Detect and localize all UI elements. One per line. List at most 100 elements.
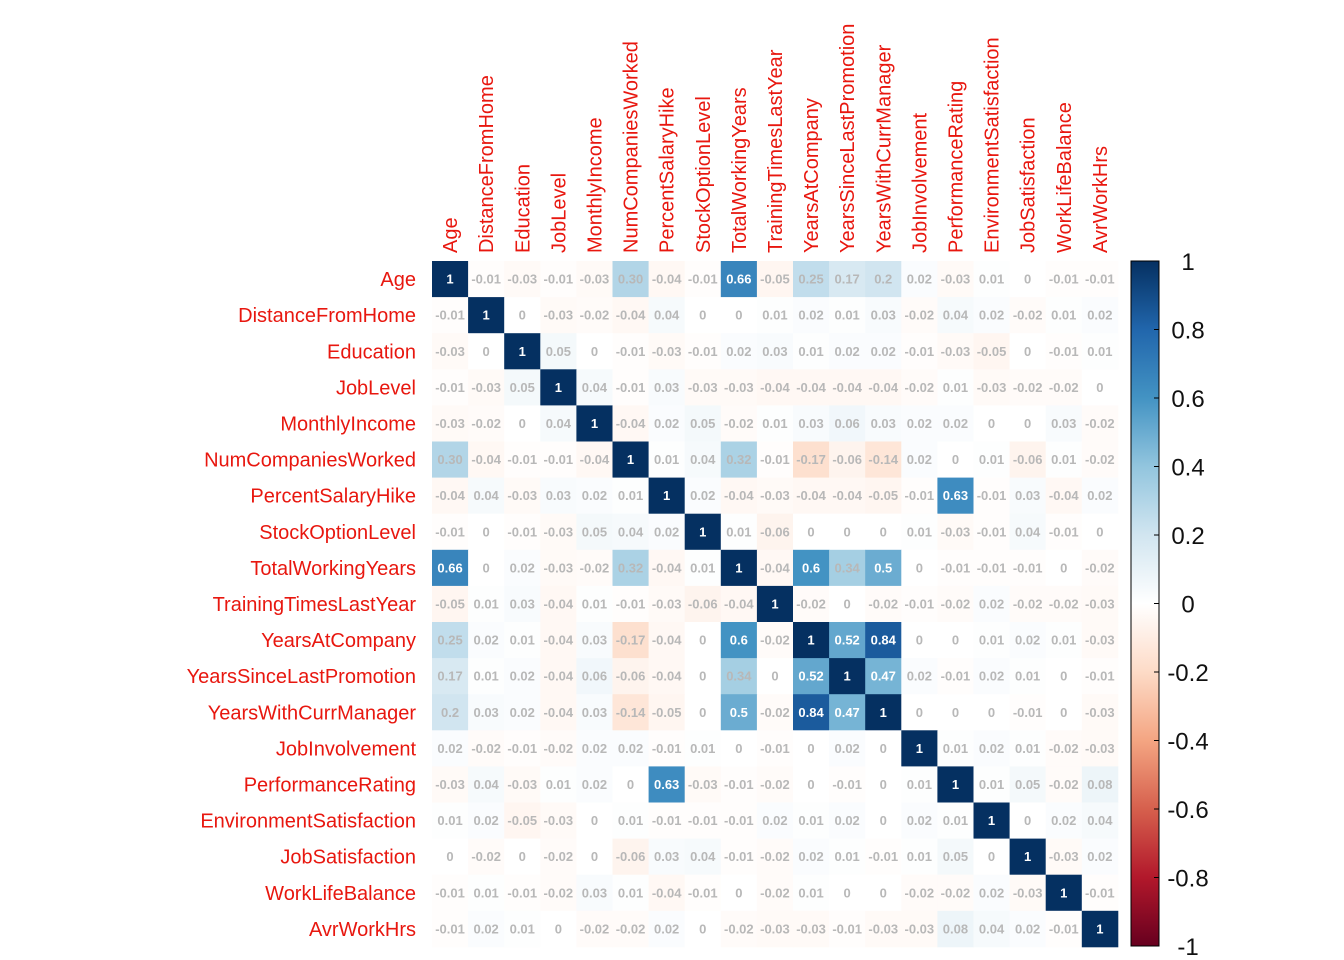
heatmap-cell <box>720 261 758 298</box>
colorbar-tick-label: 0.8 <box>1171 318 1204 345</box>
cell-value-label: 0.34 <box>726 669 752 684</box>
column-label: JobLevel <box>548 173 570 253</box>
heatmap-cell <box>937 549 974 587</box>
heatmap-cell <box>829 405 866 442</box>
cell-value-label: -0.02 <box>905 885 935 900</box>
cell-value-label: -0.04 <box>652 272 682 287</box>
cell-value-label: 0 <box>519 416 526 431</box>
heatmap-cell <box>1081 477 1119 515</box>
heatmap-cell <box>468 874 505 912</box>
cell-value-label: -0.02 <box>580 560 610 575</box>
cell-value-label: 0 <box>519 308 526 323</box>
cell-value-label: 0.04 <box>943 308 969 323</box>
heatmap-cell <box>648 766 686 803</box>
cell-value-label: -0.02 <box>616 921 646 936</box>
heatmap-cell <box>901 549 938 587</box>
cell-value-label: 0.05 <box>1015 777 1040 792</box>
heatmap-cell <box>937 658 974 695</box>
heatmap-cell <box>1009 585 1047 623</box>
colorbar-tick-label: -0.4 <box>1167 729 1208 756</box>
row-label: JobInvolvement <box>276 738 417 760</box>
cell-value-label: 0.02 <box>1051 813 1076 828</box>
cell-value-label: -0.01 <box>1049 272 1079 287</box>
heatmap-cell <box>1081 369 1119 406</box>
heatmap-cell <box>540 585 577 623</box>
cell-value-label: 0.84 <box>871 633 897 648</box>
heatmap-cell <box>756 622 794 659</box>
cell-value-label: 0.52 <box>798 669 823 684</box>
cell-value-label: 0 <box>699 705 706 720</box>
cell-value-label: 0.08 <box>1087 777 1112 792</box>
heatmap-cell <box>576 766 613 803</box>
cell-value-label: 0.02 <box>726 344 751 359</box>
heatmap-cell <box>612 622 649 659</box>
cell-value-label: 0 <box>916 705 923 720</box>
heatmap-cell <box>865 549 902 587</box>
heatmap-cell <box>684 838 722 876</box>
cell-value-label: 0.03 <box>510 596 535 611</box>
column-label: YearsAtCompany <box>801 98 823 253</box>
cell-value-label: -0.06 <box>616 669 646 684</box>
heatmap-cell <box>793 333 830 370</box>
cell-value-label: -0.02 <box>544 849 574 864</box>
cell-value-label: 1 <box>555 380 562 395</box>
heatmap-cell <box>901 622 938 659</box>
heatmap-cell <box>1009 513 1047 551</box>
cell-value-label: 0.01 <box>546 777 571 792</box>
heatmap-cell <box>973 802 1010 839</box>
cell-value-label: -0.01 <box>724 813 754 828</box>
heatmap-cell <box>973 549 1010 587</box>
cell-value-label: 0 <box>844 885 851 900</box>
cell-value-label: 0.01 <box>1087 344 1112 359</box>
cell-value-label: 0.02 <box>618 741 643 756</box>
cell-value-label: -0.01 <box>724 777 754 792</box>
heatmap-cell <box>504 513 541 551</box>
cell-value-label: 1 <box>916 741 923 756</box>
cell-value-label: 0.03 <box>762 344 787 359</box>
cell-value-label: 0 <box>916 633 923 648</box>
heatmap-cell <box>504 405 541 442</box>
cell-value-label: 0 <box>1024 272 1031 287</box>
heatmap-cell <box>793 694 830 731</box>
heatmap-cell <box>793 874 830 912</box>
cell-value-label: -0.03 <box>544 524 574 539</box>
cell-value-label: -0.03 <box>435 777 465 792</box>
cell-value-label: -0.01 <box>616 380 646 395</box>
cell-value-label: 0 <box>483 524 490 539</box>
cell-value-label: -0.06 <box>832 452 862 467</box>
column-label: EnvironmentSatisfaction <box>982 37 1004 253</box>
cell-value-label: -0.02 <box>760 633 790 648</box>
heatmap-cell <box>684 694 722 731</box>
cell-value-label: -0.01 <box>977 488 1007 503</box>
cell-value-label: 0.02 <box>437 741 462 756</box>
cell-value-label: 0 <box>807 524 814 539</box>
heatmap-cell <box>865 694 902 731</box>
cell-value-label: 0.02 <box>510 669 535 684</box>
cell-value-label: -0.04 <box>652 560 682 575</box>
cell-value-label: 0.01 <box>473 596 498 611</box>
cell-value-label: -0.03 <box>724 380 754 395</box>
cell-value-label: -0.01 <box>471 272 501 287</box>
cell-value-label: -0.03 <box>905 921 935 936</box>
heatmap-cell <box>576 838 613 876</box>
heatmap-cell <box>504 658 541 695</box>
cell-value-label: 0.01 <box>907 849 932 864</box>
cell-value-label: -0.01 <box>905 596 935 611</box>
cell-value-label: 0.03 <box>871 416 896 431</box>
heatmap-cell <box>504 622 541 659</box>
cell-value-label: 0.66 <box>437 560 462 575</box>
heatmap-cell <box>576 369 613 406</box>
heatmap-cell <box>829 477 866 515</box>
cell-value-label: 0.05 <box>582 524 607 539</box>
cell-value-label: 0.04 <box>618 524 644 539</box>
heatmap-cell <box>829 694 866 731</box>
cell-value-label: 0 <box>952 633 959 648</box>
heatmap-cell <box>540 910 577 948</box>
cell-value-label: -0.04 <box>652 633 682 648</box>
heatmap-cell <box>865 405 902 442</box>
cell-value-label: 0.06 <box>834 416 859 431</box>
cell-value-label: 0 <box>483 344 490 359</box>
heatmap-cell <box>720 513 758 551</box>
heatmap-cell <box>576 441 613 478</box>
heatmap-cell <box>576 585 613 623</box>
